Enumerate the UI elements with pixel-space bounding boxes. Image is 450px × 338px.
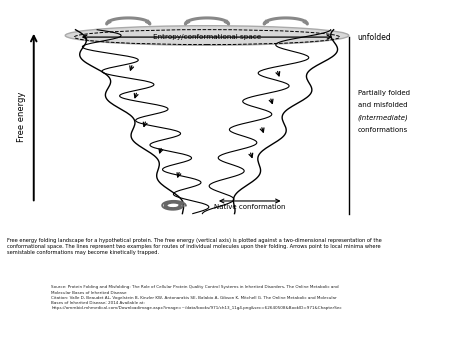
Text: Source: Protein Folding and Misfolding: The Role of Cellular Protein Quality Con: Source: Protein Folding and Misfolding: … — [51, 286, 342, 310]
Text: Mc: Mc — [18, 291, 30, 300]
Text: Free energy: Free energy — [17, 92, 26, 142]
Text: Native conformation: Native conformation — [214, 204, 285, 211]
Text: Graw: Graw — [13, 302, 35, 311]
Text: Partially folded: Partially folded — [358, 90, 410, 96]
Ellipse shape — [65, 26, 349, 45]
Text: Hill: Hill — [17, 313, 31, 322]
Text: conformations: conformations — [358, 127, 408, 134]
Text: and misfolded: and misfolded — [358, 102, 407, 108]
Text: Education: Education — [11, 327, 36, 331]
Text: (intermediate): (intermediate) — [358, 115, 409, 121]
Text: unfolded: unfolded — [358, 32, 392, 42]
Text: Free energy folding landscape for a hypothetical protein. The free energy (verti: Free energy folding landscape for a hypo… — [7, 238, 382, 255]
Text: Entropy/conformational space: Entropy/conformational space — [153, 34, 261, 40]
